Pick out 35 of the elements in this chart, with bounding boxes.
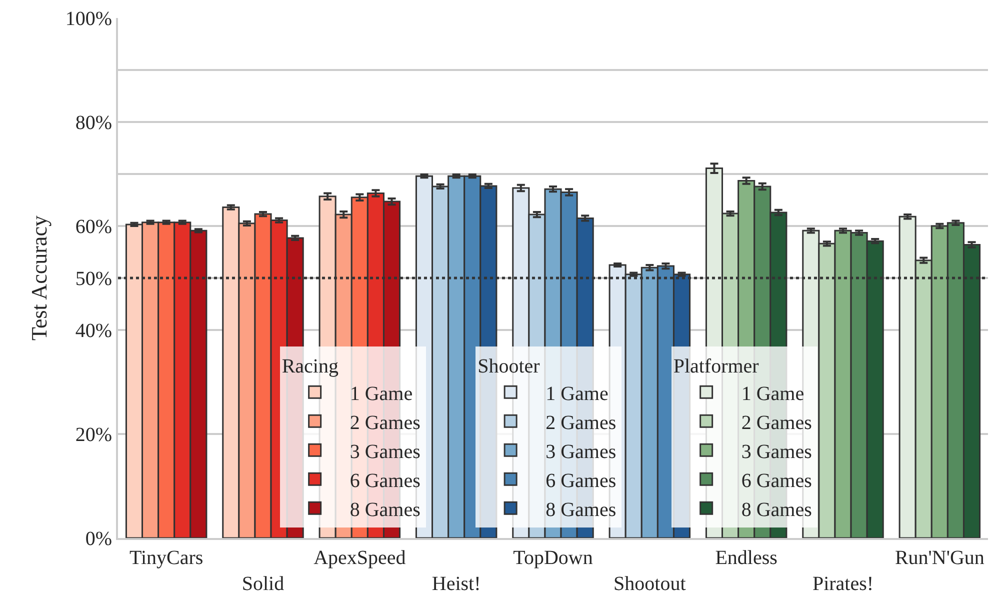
y-tick-label: 100% [65, 8, 112, 30]
legend-label: 6 Games [350, 470, 421, 492]
legend-label: 2 Games [546, 412, 616, 434]
legend-label: 8 Games [350, 498, 421, 521]
y-tick-label: 0% [85, 528, 112, 550]
legend-label: 6 Games [546, 470, 616, 492]
legend-label: 2 Games [350, 412, 421, 434]
x-tick-label: Solid [242, 573, 284, 595]
text: Shooter [478, 356, 540, 378]
legend-label: 6 Games [741, 470, 812, 492]
x-tick-label: Shootout [614, 573, 686, 595]
legend-label: 1 Game [546, 382, 608, 405]
x-tick-label: TinyCars [129, 547, 204, 569]
y-tick-label: 60% [75, 216, 112, 238]
legend-label: 8 Games [546, 498, 616, 521]
legend-label: 2 Games [741, 412, 812, 434]
x-tick-label: Heist! [432, 573, 481, 595]
x-tick-label: ApexSpeed [314, 547, 406, 569]
x-tick-label: Endless [715, 547, 778, 569]
text: Racing [282, 356, 338, 378]
x-tick-label: Run'N'Gun [894, 547, 984, 569]
legend-label: 8 Games [741, 498, 812, 521]
legend-label: 3 Games [350, 440, 421, 463]
x-tick-label: TopDown [513, 547, 593, 569]
y-tick-label: 40% [75, 320, 112, 342]
y-tick-label: 80% [75, 112, 112, 134]
legend-label: 3 Games [741, 440, 812, 463]
text: Platformer [673, 356, 759, 378]
x-tick-label: Pirates! [812, 573, 874, 595]
legend-label: 1 Game [741, 382, 804, 405]
y-tick-label: 50% [75, 268, 112, 290]
legend-label: 3 Games [546, 440, 616, 463]
y-axis-title: Test Accuracy [26, 216, 52, 340]
y-tick-label: 20% [75, 424, 112, 446]
legend-label: 1 Game [350, 382, 413, 405]
